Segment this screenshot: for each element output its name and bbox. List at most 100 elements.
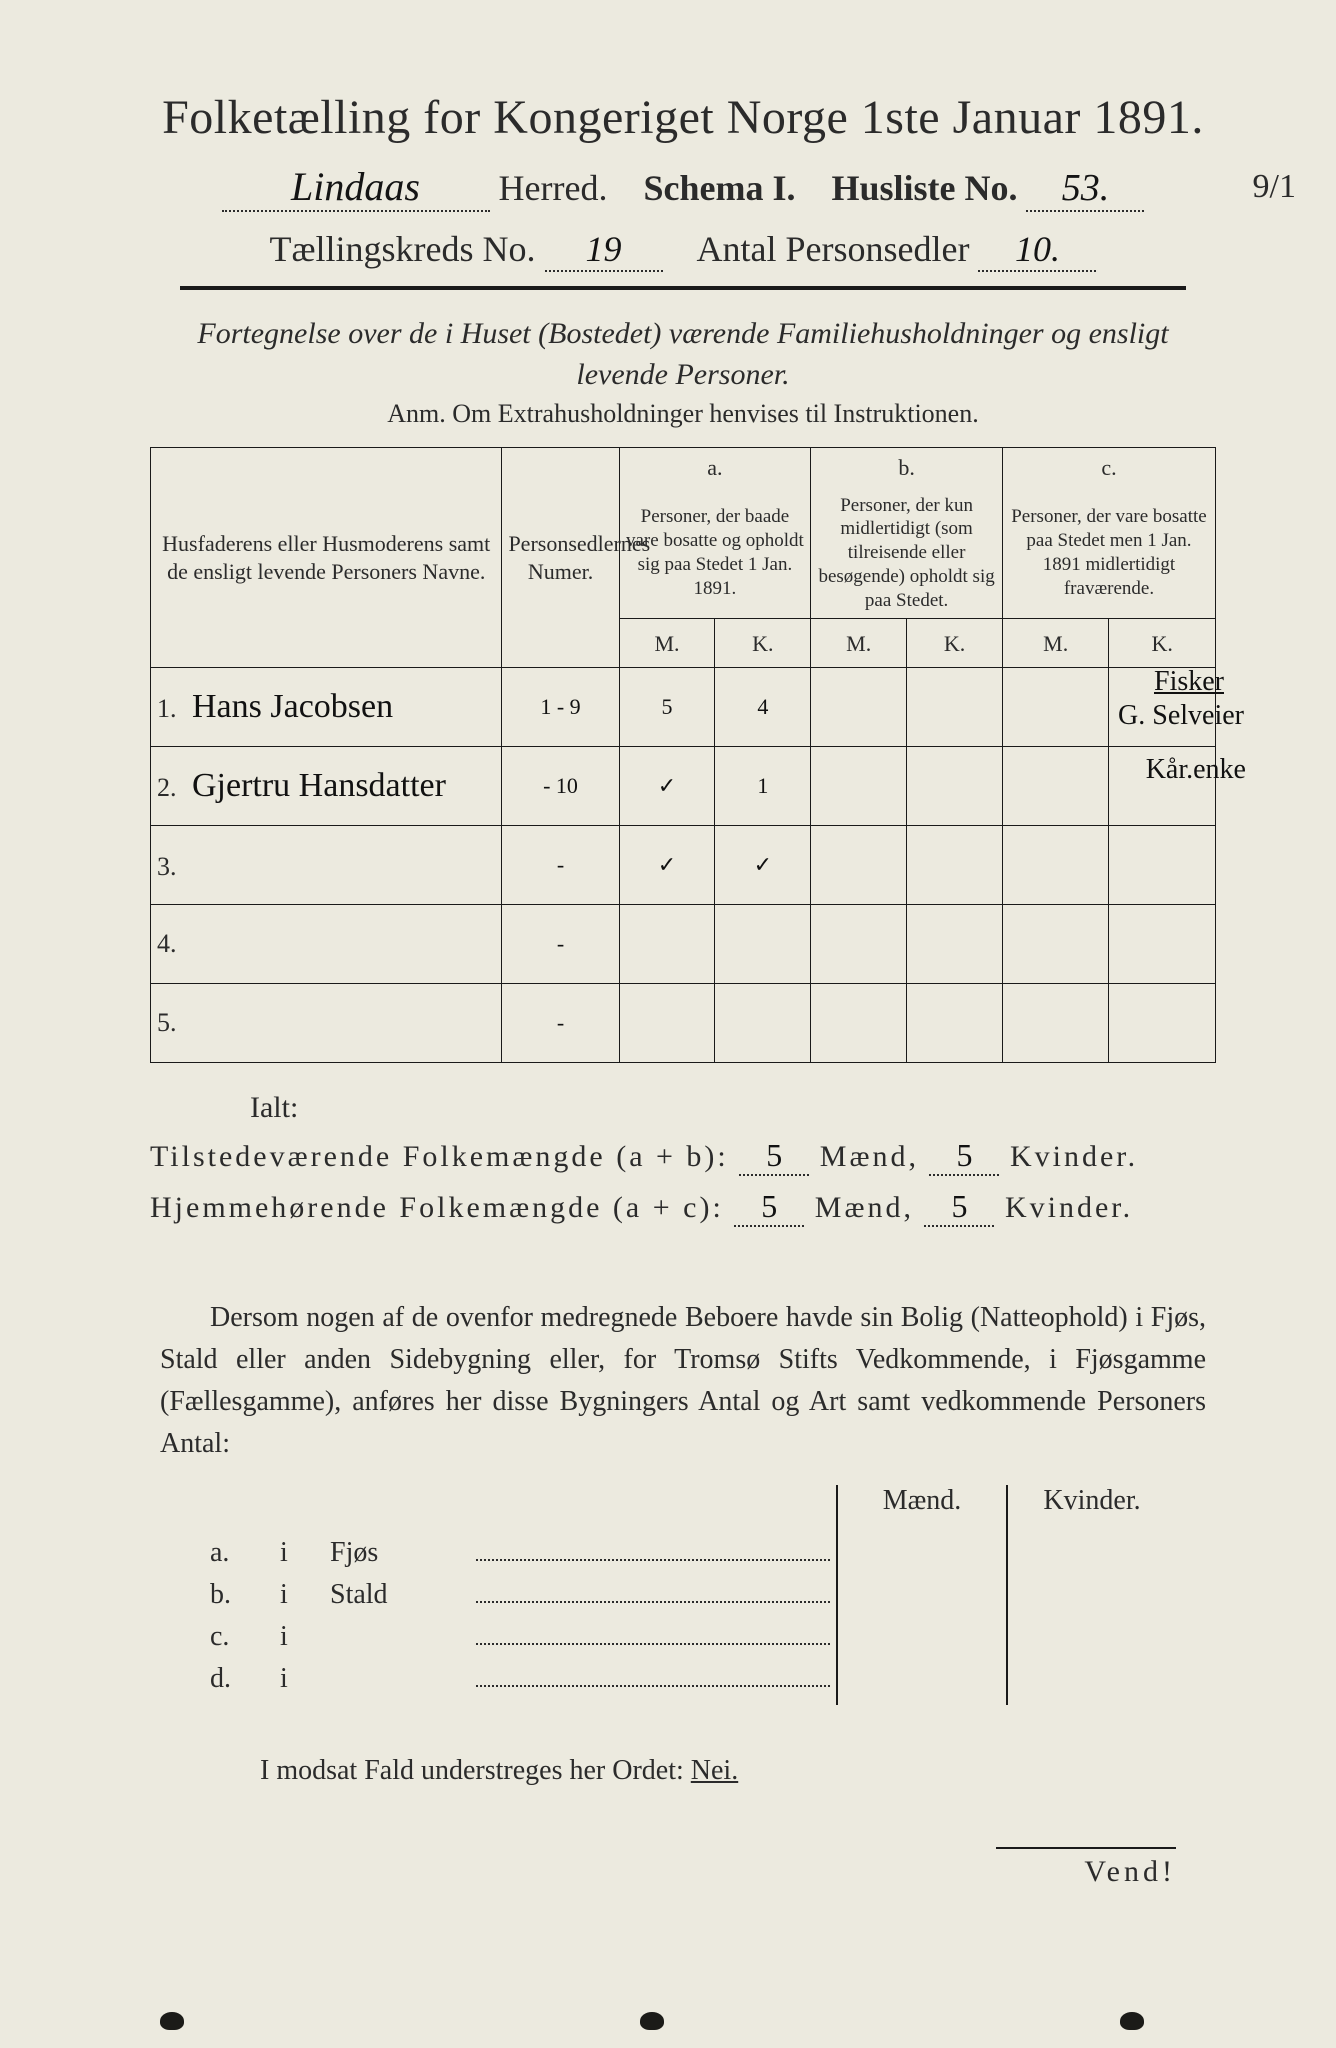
cell-bK	[907, 905, 1003, 984]
antal-value: 10.	[978, 228, 1096, 272]
sum-ab-label: Tilstedeværende Folkemængde (a + b):	[150, 1140, 729, 1173]
row-name: Gjertru Hansdatter	[192, 767, 446, 804]
table-row: 3. - ✓ ✓	[151, 826, 1216, 905]
table-row: 4. -	[151, 905, 1216, 984]
cell-bK	[907, 984, 1003, 1063]
cell-cK	[1109, 984, 1216, 1063]
cell-cM	[1002, 826, 1109, 905]
cell-aK: 4	[715, 668, 811, 747]
cell-cM	[1002, 668, 1109, 747]
main-table: Husfaderens eller Husmoderens samt de en…	[150, 447, 1216, 1063]
schema-label: Schema I.	[643, 168, 795, 208]
cell-bM	[811, 905, 907, 984]
sub-i: i	[280, 1663, 330, 1695]
col-a-m: M.	[619, 619, 715, 668]
cell-num: -	[502, 905, 619, 984]
punch-hole-icon	[640, 2012, 664, 2030]
sub-label: Fjøs	[330, 1537, 470, 1569]
col-c-m: M.	[1002, 619, 1109, 668]
header-line-herred: Lindaas Herred. Schema I. Husliste No. 5…	[150, 163, 1216, 212]
kvinder-label: Kvinder.	[1010, 1140, 1138, 1173]
cell-aM: ✓	[619, 826, 715, 905]
col-header-name-text: Husfaderens eller Husmoderens samt de en…	[162, 531, 490, 584]
mk-header: Mænd. Kvinder.	[836, 1485, 1176, 1527]
cell-cK	[1109, 905, 1216, 984]
cell-name: 1. Hans Jacobsen	[151, 668, 502, 747]
cell-aK	[715, 905, 811, 984]
cell-bM	[811, 826, 907, 905]
sub-i: i	[280, 1621, 330, 1653]
nei-text: I modsat Fald understreges her Ordet:	[260, 1755, 691, 1786]
punch-hole-icon	[1120, 2012, 1144, 2030]
col-b-k: K.	[907, 619, 1003, 668]
sum-ab-kvinder: 5	[929, 1137, 999, 1176]
cell-num: -	[502, 826, 619, 905]
building-subtable: a. i Fjøs b. i Stald c. i d. i	[210, 1485, 1176, 1705]
maend-label: Mænd,	[815, 1191, 914, 1224]
margin-note: Fisker	[1154, 665, 1224, 699]
sum-ac-kvinder: 5	[924, 1188, 994, 1227]
husliste-value: 53.	[1026, 166, 1144, 212]
sum-ac-label: Hjemmehørende Folkemængde (a + c):	[150, 1191, 724, 1224]
mk-kvinder-col	[1006, 1527, 1176, 1705]
cell-aK	[715, 984, 811, 1063]
sub-lead: c.	[210, 1621, 280, 1653]
sub-row: a. i Fjøs	[210, 1537, 836, 1569]
sum-line-ab: Tilstedeværende Folkemængde (a + b): 5 M…	[150, 1137, 1216, 1176]
cell-num: 1 - 9	[502, 668, 619, 747]
ialt-label: Ialt:	[250, 1091, 1216, 1125]
col-header-a-top: a.	[619, 448, 811, 488]
col-header-num: Personsedlernes Numer.	[502, 448, 619, 668]
cell-name: 3.	[151, 826, 502, 905]
mk-maend-col	[836, 1527, 1006, 1705]
nei-word: Nei.	[691, 1755, 738, 1786]
page-title: Folketælling for Kongeriget Norge 1ste J…	[150, 90, 1216, 145]
cell-aM: 5	[619, 668, 715, 747]
margin-mark-topright: 9/1	[1253, 168, 1296, 206]
sub-row: b. i Stald	[210, 1579, 836, 1611]
census-form-page: Folketælling for Kongeriget Norge 1ste J…	[0, 0, 1336, 2048]
main-table-wrap: Husfaderens eller Husmoderens samt de en…	[150, 447, 1216, 1063]
sub-row: d. i	[210, 1663, 836, 1695]
col-header-c: Personer, der vare bosatte paa Stedet me…	[1002, 488, 1215, 619]
col-header-a: Personer, der baade vare bosatte og opho…	[619, 488, 811, 619]
table-header-row-1: Husfaderens eller Husmoderens samt de en…	[151, 448, 1216, 488]
sum-line-ac: Hjemmehørende Folkemængde (a + c): 5 Mæn…	[150, 1188, 1216, 1227]
mk-body	[836, 1527, 1176, 1705]
sub-dots	[476, 1559, 830, 1561]
col-header-name: Husfaderens eller Husmoderens samt de en…	[151, 448, 502, 668]
intro-line-2: Anm. Om Extrahusholdninger henvises til …	[150, 399, 1216, 429]
cell-name: 4.	[151, 905, 502, 984]
sub-lead: d.	[210, 1663, 280, 1695]
sum-ab-maend: 5	[739, 1137, 809, 1176]
cell-cM	[1002, 984, 1109, 1063]
maend-label: Mænd,	[820, 1140, 919, 1173]
col-header-b: Personer, der kun midlertidigt (som tilr…	[811, 488, 1003, 619]
nei-line: I modsat Fald understreges her Ordet: Ne…	[260, 1755, 1216, 1787]
kvinder-label: Kvinder.	[1005, 1191, 1133, 1224]
sub-label: Stald	[330, 1579, 470, 1611]
row-num: 4.	[157, 929, 187, 958]
sub-dots	[476, 1685, 830, 1687]
col-c-k: K.	[1109, 619, 1216, 668]
building-paragraph: Dersom nogen af de ovenfor medregnede Be…	[160, 1297, 1206, 1465]
margin-note: G. Selveier	[1118, 699, 1244, 733]
row-num: 2.	[157, 773, 187, 802]
cell-bK	[907, 747, 1003, 826]
col-b-m: M.	[811, 619, 907, 668]
cell-aM	[619, 905, 715, 984]
cell-cK	[1109, 826, 1216, 905]
header-rule	[180, 286, 1186, 290]
header-line-kreds: Tællingskreds No. 19 Antal Personsedler …	[150, 228, 1216, 272]
kreds-label: Tællingskreds No.	[270, 229, 536, 269]
cell-cM	[1002, 905, 1109, 984]
sub-dots	[476, 1601, 830, 1603]
antal-label: Antal Personsedler	[697, 229, 970, 269]
cell-aK: ✓	[715, 826, 811, 905]
row-num: 1.	[157, 694, 187, 723]
mk-maend-header: Mænd.	[836, 1485, 1006, 1527]
sub-row: c. i	[210, 1621, 836, 1653]
margin-note: Kår.enke	[1146, 753, 1246, 787]
col-header-c-top: c.	[1002, 448, 1215, 488]
cell-num: - 10	[502, 747, 619, 826]
